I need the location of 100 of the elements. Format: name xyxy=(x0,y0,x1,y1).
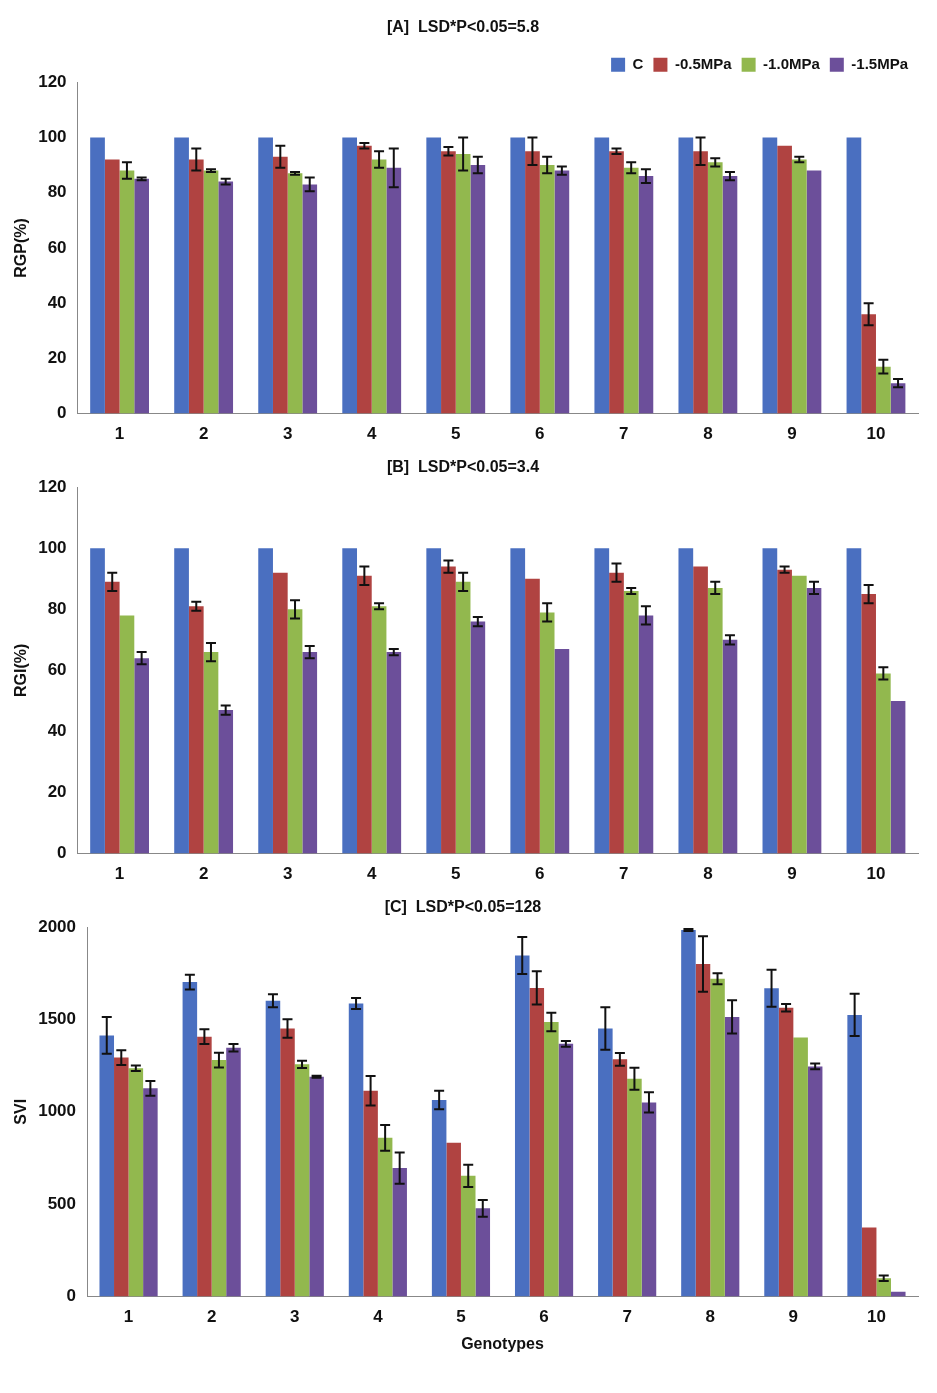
y-tick-label: 100 xyxy=(38,127,67,147)
bar xyxy=(594,137,610,414)
bar xyxy=(598,1028,613,1297)
x-tick-label: 2 xyxy=(206,1307,217,1327)
bar xyxy=(539,612,555,854)
x-tick-label: 4 xyxy=(366,864,377,884)
bar xyxy=(287,173,303,414)
bar xyxy=(134,658,149,854)
bar xyxy=(272,156,288,414)
y-tick-label: 0 xyxy=(57,843,67,863)
bar xyxy=(777,569,792,854)
bar xyxy=(357,145,372,414)
bar xyxy=(612,1059,628,1297)
bar xyxy=(143,1088,158,1297)
bar xyxy=(525,578,540,854)
x-tick-label: 9 xyxy=(787,864,797,884)
bar xyxy=(641,1102,657,1297)
chart-title: [A] LSD*P<0.05=5.8 xyxy=(386,18,540,36)
bar xyxy=(861,314,876,414)
x-tick-label: 9 xyxy=(788,1307,799,1327)
x-tick-label: 2 xyxy=(198,424,209,444)
bar xyxy=(539,165,555,414)
bar xyxy=(182,982,198,1297)
bar xyxy=(678,137,694,414)
bar xyxy=(678,548,694,854)
bar xyxy=(609,572,624,854)
bar xyxy=(554,170,570,414)
x-tick-label: 3 xyxy=(290,1307,300,1327)
x-tick-label: 10 xyxy=(866,1307,886,1327)
bar xyxy=(342,548,358,854)
bar xyxy=(693,566,708,854)
bar xyxy=(846,548,862,854)
bar xyxy=(203,170,219,414)
bar xyxy=(554,649,570,854)
x-tick-label: 8 xyxy=(703,864,713,884)
bar xyxy=(460,1175,476,1297)
x-tick-label: 2 xyxy=(198,864,209,884)
y-axis-title: RGP(%) xyxy=(12,218,30,278)
bar xyxy=(791,575,807,854)
bar xyxy=(847,1014,862,1297)
y-tick-label: 0 xyxy=(57,403,67,423)
x-axis-title: Genotypes xyxy=(461,1334,544,1352)
bar xyxy=(806,170,822,414)
y-tick-label: 60 xyxy=(47,660,67,680)
y-axis-title: SVI xyxy=(12,1098,30,1125)
bar xyxy=(197,1036,212,1297)
bar xyxy=(265,1000,281,1297)
x-tick-label: 6 xyxy=(535,864,545,884)
bar xyxy=(392,1168,407,1297)
y-tick-label: 1500 xyxy=(38,1009,77,1029)
y-tick-label: 20 xyxy=(47,782,67,802)
x-tick-label: 1 xyxy=(114,424,125,444)
bar xyxy=(762,548,778,854)
bar xyxy=(710,978,725,1297)
bar xyxy=(544,1021,559,1297)
bar xyxy=(99,1035,115,1297)
bar xyxy=(287,609,303,854)
bar xyxy=(203,652,219,854)
bar xyxy=(778,1007,794,1297)
bar xyxy=(638,176,654,414)
chart-title: [B] LSD*P<0.05=3.4 xyxy=(386,458,540,476)
bar xyxy=(357,575,372,854)
bar xyxy=(529,987,545,1297)
bar xyxy=(806,587,822,854)
bar xyxy=(377,1137,393,1297)
bar xyxy=(695,963,711,1297)
bar xyxy=(218,181,234,414)
bar xyxy=(218,710,234,854)
x-tick-label: 8 xyxy=(703,424,713,444)
x-tick-label: 10 xyxy=(866,424,886,444)
bar xyxy=(777,145,792,414)
bar xyxy=(681,929,696,1297)
bar xyxy=(174,548,189,854)
y-tick-label: 120 xyxy=(38,71,67,91)
bar xyxy=(722,176,738,414)
bar xyxy=(722,639,738,854)
bar xyxy=(707,162,723,414)
bar xyxy=(226,1047,241,1297)
legend-label: -1.5MPa xyxy=(851,54,909,72)
bar xyxy=(258,137,273,414)
x-tick-label: 9 xyxy=(787,424,797,444)
y-tick-label: 2000 xyxy=(38,916,77,936)
bar xyxy=(876,1278,891,1297)
x-tick-label: 7 xyxy=(622,1307,632,1327)
legend-label: C xyxy=(632,54,644,72)
bar xyxy=(371,606,387,854)
bar xyxy=(890,1291,906,1297)
x-tick-label: 8 xyxy=(705,1307,715,1327)
bar xyxy=(211,1060,227,1297)
x-tick-label: 7 xyxy=(619,424,629,444)
bar xyxy=(348,1003,364,1297)
bar xyxy=(258,548,273,854)
bar xyxy=(441,151,456,414)
legend-label: -1.0MPa xyxy=(763,54,821,72)
bar xyxy=(861,1227,877,1297)
bar xyxy=(510,548,526,854)
bar xyxy=(104,581,120,854)
bar xyxy=(475,1208,491,1297)
bar xyxy=(693,151,708,414)
bar xyxy=(386,652,402,854)
